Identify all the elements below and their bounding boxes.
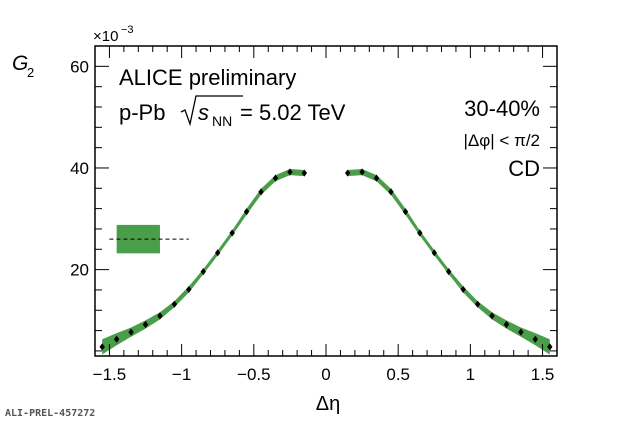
scale-uncertainty-layer bbox=[109, 224, 189, 254]
x-tick-label: 1.5 bbox=[531, 365, 555, 384]
y-tick-label: 60 bbox=[70, 57, 89, 76]
data-point bbox=[113, 335, 120, 343]
energy-value: = 5.02 TeV bbox=[240, 100, 346, 125]
data-point bbox=[229, 229, 235, 237]
data-points-layer bbox=[99, 168, 553, 351]
data-point bbox=[503, 320, 510, 329]
systematic-band-negative bbox=[102, 169, 305, 355]
y-axis-label-subscript: 2 bbox=[27, 65, 34, 80]
data-point bbox=[446, 268, 452, 276]
data-point bbox=[344, 169, 351, 177]
y-tick-label: 20 bbox=[70, 261, 89, 280]
phi-cut-label: |Δφ| < π/2 bbox=[464, 131, 541, 150]
data-point bbox=[402, 208, 409, 216]
data-point bbox=[215, 249, 221, 257]
energy-label: s NN = 5.02 TeV bbox=[180, 95, 346, 129]
y-axis-label: G bbox=[12, 52, 28, 75]
data-point bbox=[272, 174, 279, 182]
data-point bbox=[518, 328, 524, 336]
data-point bbox=[186, 285, 192, 294]
data-point bbox=[532, 335, 539, 343]
energy-subscript: NN bbox=[212, 113, 232, 129]
x-tick-label: −1.5 bbox=[93, 365, 127, 384]
x-tick-label: 0 bbox=[321, 365, 330, 384]
data-point bbox=[157, 312, 163, 320]
x-tick-label: −0.5 bbox=[237, 365, 271, 384]
x-tick-label: 0.5 bbox=[386, 365, 410, 384]
data-point bbox=[171, 300, 178, 308]
data-point bbox=[474, 300, 481, 308]
data-point bbox=[460, 285, 466, 294]
y-multiplier: ×10 bbox=[93, 28, 118, 45]
data-point bbox=[489, 312, 495, 320]
data-point bbox=[258, 188, 264, 196]
data-point bbox=[359, 168, 365, 176]
charge-combo-label: CD bbox=[508, 156, 540, 181]
data-point bbox=[99, 343, 105, 351]
data-point bbox=[547, 343, 553, 351]
data-point bbox=[388, 188, 394, 196]
sqrt-sign bbox=[180, 95, 243, 127]
y-ticks-layer: 20 40 60 bbox=[70, 45, 557, 352]
x-axis-label: Δη bbox=[316, 393, 340, 415]
figure-id: ALI-PREL-457272 bbox=[5, 408, 95, 419]
data-point bbox=[200, 268, 206, 276]
centrality-label: 30-40% bbox=[464, 96, 540, 121]
x-tick-label: −1 bbox=[172, 365, 191, 384]
data-point bbox=[128, 328, 134, 336]
y-tick-label: 40 bbox=[70, 159, 89, 178]
data-point bbox=[301, 169, 308, 177]
systematic-band-positive bbox=[347, 169, 550, 355]
data-point bbox=[287, 168, 293, 176]
data-point bbox=[417, 229, 423, 237]
x-ticks-layer: −1.5 −1 −0.5 0 0.5 1 1.5 bbox=[93, 46, 555, 384]
systematic-band-layer bbox=[102, 169, 550, 355]
data-point bbox=[431, 249, 437, 257]
data-point bbox=[373, 174, 380, 182]
x-tick-label: 1 bbox=[466, 365, 475, 384]
y-multiplier-exponent: −3 bbox=[121, 24, 134, 36]
system-label: p-Pb bbox=[119, 100, 165, 125]
data-point bbox=[243, 208, 250, 216]
experiment-label: ALICE preliminary bbox=[119, 65, 296, 90]
energy-variable: s bbox=[198, 100, 209, 125]
data-point bbox=[142, 320, 149, 329]
